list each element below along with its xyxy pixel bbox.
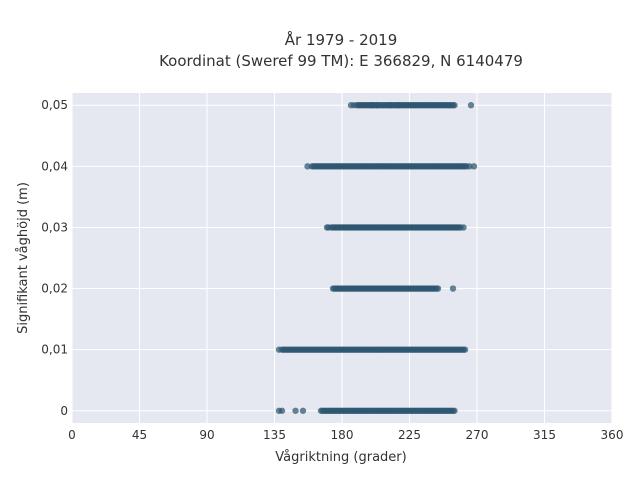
data-point (461, 346, 469, 353)
band-0.03 (323, 224, 467, 231)
data-point (373, 102, 380, 109)
data-point (368, 102, 376, 109)
y-tick-label: 0,04 (41, 159, 68, 173)
band-0.02 (329, 285, 457, 292)
data-point (304, 163, 311, 170)
band-0 (275, 407, 458, 414)
data-point (434, 285, 442, 292)
y-tick-label: 0,01 (41, 343, 68, 357)
x-axis-title: Vågriktning (grader) (275, 450, 406, 465)
x-tick-label: 45 (132, 428, 147, 442)
data-point (466, 163, 473, 170)
data-point (460, 224, 467, 231)
band-0.05 (347, 102, 475, 109)
y-tick-label: 0 (60, 404, 68, 418)
data-point (292, 407, 299, 414)
data-point (325, 224, 332, 231)
data-point (467, 102, 475, 109)
chart-title-line1: År 1979 - 2019 (285, 30, 398, 49)
x-tick-label: 360 (601, 428, 624, 442)
x-tick-label: 315 (533, 428, 556, 442)
data-point (299, 407, 307, 414)
y-axis-title: Signifikant våghöjd (m) (16, 182, 31, 334)
data-point (449, 285, 457, 292)
data-point (394, 102, 401, 109)
x-tick-label: 225 (398, 428, 421, 442)
x-tick-label: 270 (466, 428, 489, 442)
band-0.01 (275, 346, 469, 353)
data-point (451, 407, 458, 414)
data-point (386, 102, 394, 109)
data-points (275, 102, 478, 414)
chart-title-line2: Koordinat (Sweref 99 TM): E 366829, N 61… (159, 52, 523, 70)
data-point (451, 102, 458, 109)
data-point (470, 163, 478, 170)
y-axis-ticks: 0 0,01 0,02 0,03 0,04 0,05 (41, 98, 68, 418)
y-tick-label: 0,02 (41, 282, 68, 296)
y-tick-label: 0,03 (41, 220, 68, 234)
x-tick-label: 0 (68, 428, 76, 442)
x-axis-ticks: 0 45 90 135 180 225 270 315 360 (68, 428, 623, 442)
x-tick-label: 90 (199, 428, 214, 442)
x-tick-label: 135 (263, 428, 286, 442)
data-point (350, 102, 358, 109)
data-point (331, 285, 338, 292)
x-tick-label: 180 (331, 428, 354, 442)
data-point (278, 407, 286, 414)
band-0.04 (304, 163, 478, 170)
y-tick-label: 0,05 (41, 98, 68, 112)
data-point (275, 346, 283, 353)
